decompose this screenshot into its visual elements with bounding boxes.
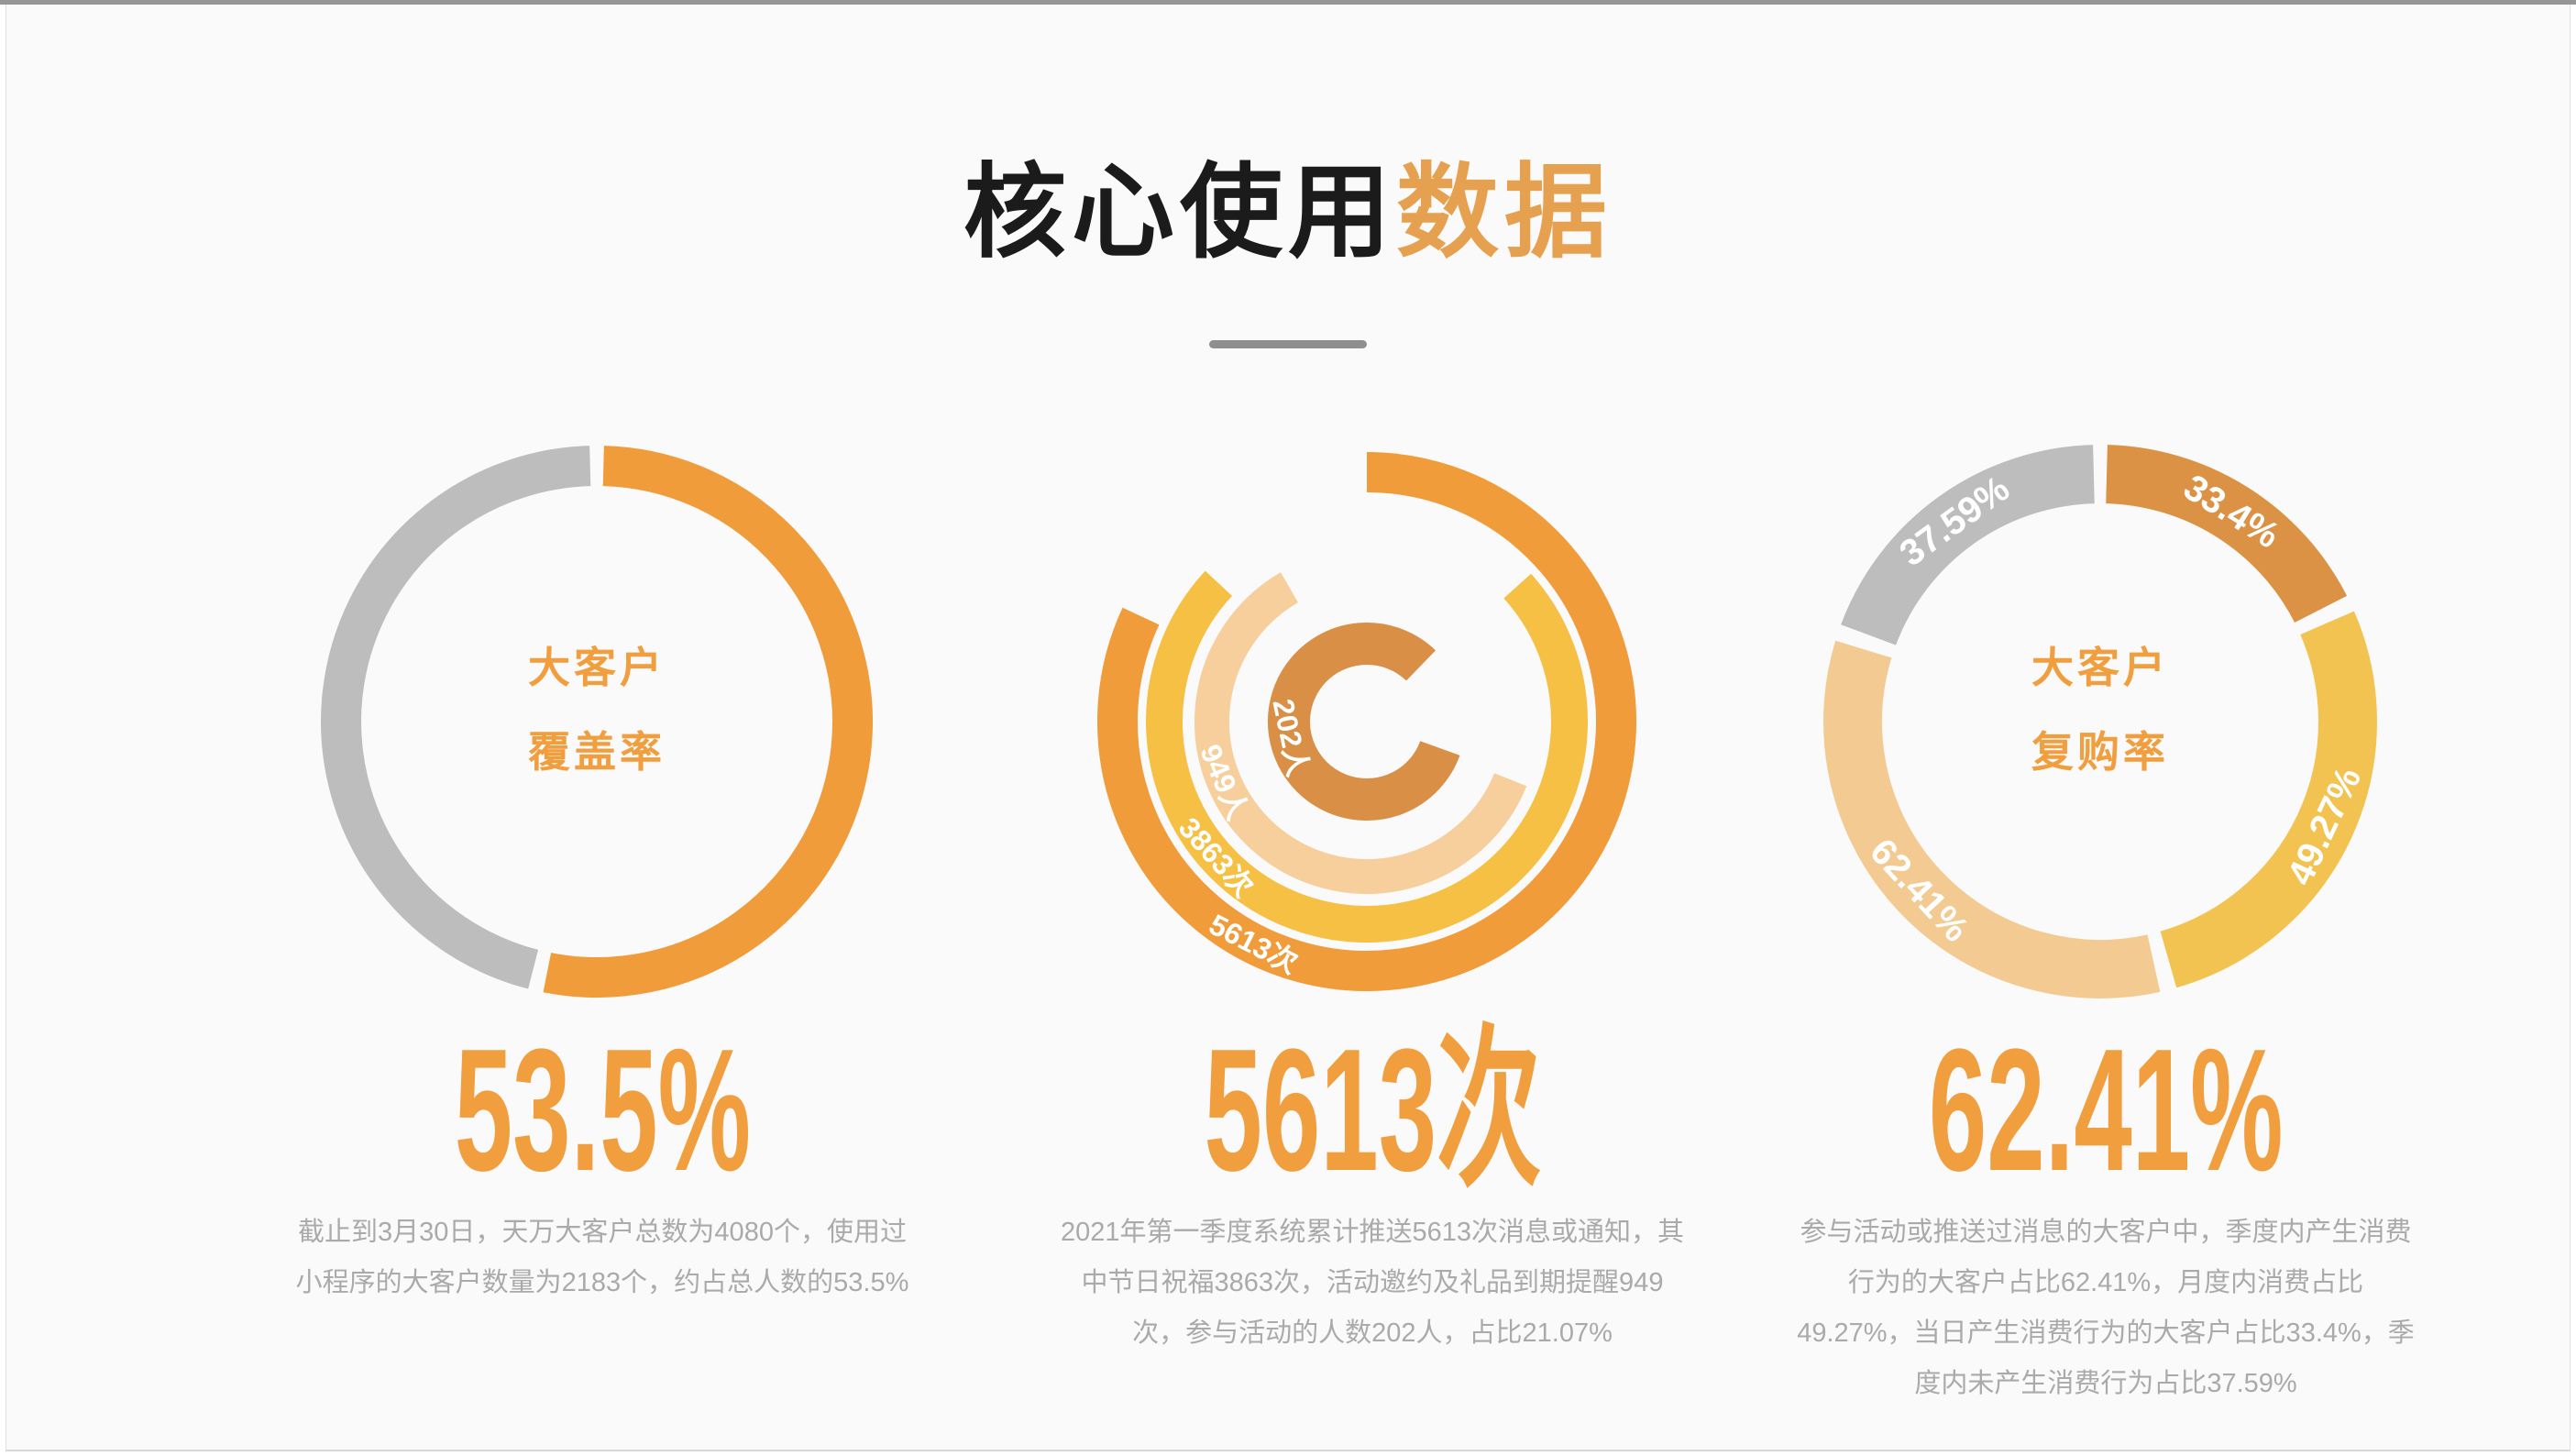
desc-line: 次，参与活动的人数202人，占比21.07% (1132, 1318, 1613, 1348)
push-radial-segment (1146, 570, 1588, 943)
donut-chart-repurchase: 33.4% 49.27% 62.41% 37.59% (1807, 428, 2394, 1015)
coverage-center-label-line1: 大客户 (528, 644, 666, 691)
coverage-center-label: 大客户 覆盖率 (303, 646, 890, 773)
repurchase-big-number: 62.41% (1928, 1012, 2284, 1208)
push-big-number-wrap: 5613次 (987, 1020, 1757, 1199)
radial-bar-chart-push: 5613次 3863次 949人 202人 (1073, 428, 1660, 1015)
repurchase-donut-svg: 33.4%49.27%62.41%37.59% (1823, 445, 2377, 998)
desc-line: 49.27%，当日产生消费行为的大客户占比33.4%，季 (1797, 1318, 2415, 1348)
repurchase-donut-segment (1823, 640, 2161, 998)
coverage-center-label-line2: 覆盖率 (528, 728, 666, 776)
desc-line: 截止到3月30日，天万大客户总数为4080个，使用过 (298, 1218, 907, 1247)
desc-line: 2021年第一季度系统累计推送5613次消息或通知，其 (1060, 1218, 1685, 1247)
repurchase-description: 参与活动或推送过消息的大客户中，季度内产生消费 行为的大客户占比62.41%，月度… (1721, 1208, 2491, 1409)
page-title-black: 核心使用 (963, 155, 1396, 270)
push-radial-segment (1097, 452, 1636, 991)
window-top-edge (0, 0, 2576, 5)
push-big-number: 5613次 (1204, 1012, 1541, 1208)
push-description: 2021年第一季度系统累计推送5613次消息或通知，其 中节日祝福3863次，活动… (987, 1208, 1757, 1359)
push-radial-segment (1268, 623, 1460, 821)
coverage-donut-segment (321, 446, 591, 989)
repurchase-big-number-wrap: 62.41% (1721, 1020, 2491, 1199)
page-title-accent: 数据 (1396, 155, 1613, 270)
desc-line: 行为的大客户占比62.41%，月度内消费占比 (1847, 1268, 2364, 1297)
desc-line: 中节日祝福3863次，活动邀约及礼品到期提醒949 (1081, 1268, 1664, 1297)
repurchase-center-label-line2: 复购率 (2031, 728, 2169, 776)
desc-line: 参与活动或推送过消息的大客户中，季度内产生消费 (1800, 1218, 2412, 1247)
repurchase-center-label: 大客户 复购率 (1807, 646, 2394, 773)
repurchase-donut-segment (2105, 445, 2348, 623)
push-radial-segment (1194, 572, 1527, 894)
coverage-big-number: 53.5% (454, 1012, 751, 1208)
repurchase-center-label-line1: 大客户 (2031, 644, 2169, 691)
donut-chart-coverage (303, 428, 890, 1015)
desc-line: 小程序的大客户数量为2183个，约占总人数的53.5% (295, 1268, 909, 1297)
coverage-donut-segment (543, 446, 873, 998)
title-underline (1209, 340, 1367, 348)
desc-line: 度内未产生消费行为占比37.59% (1914, 1369, 2297, 1398)
page-title: 核心使用数据 (6, 151, 2570, 274)
repurchase-donut-segment (2160, 611, 2377, 988)
repurchase-donut-segment (1841, 445, 2096, 646)
coverage-big-number-wrap: 53.5% (217, 1020, 987, 1199)
coverage-description: 截止到3月30日，天万大客户总数为4080个，使用过 小程序的大客户数量为2183… (217, 1208, 987, 1308)
slide-canvas: 核心使用数据 大客户 覆盖率 5613次 3863次 949人 202人 33.4% 4… (6, 5, 2570, 1451)
coverage-donut-svg (321, 446, 873, 998)
